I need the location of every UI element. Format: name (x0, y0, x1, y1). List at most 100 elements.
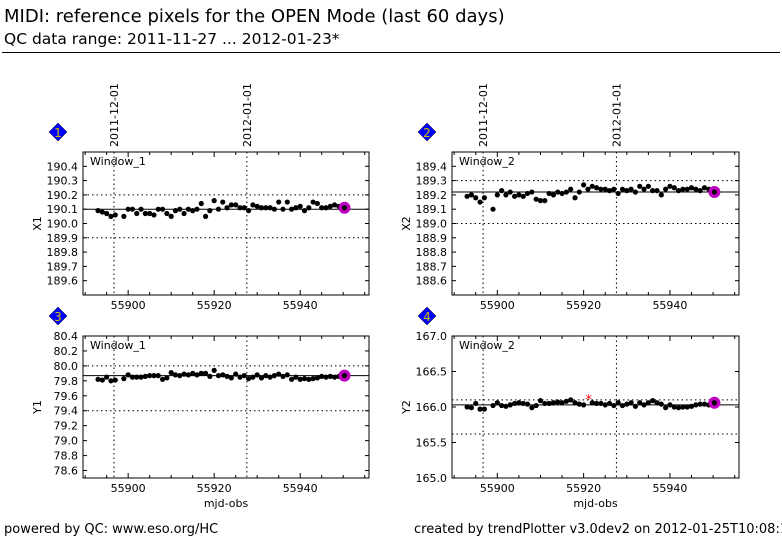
data-point (215, 373, 222, 379)
y-tick-label: 189.3 (416, 175, 448, 188)
data-point (164, 375, 170, 381)
y-axis-label: Y2 (400, 400, 413, 415)
data-point (520, 193, 526, 199)
data-point (701, 185, 708, 191)
data-point (155, 206, 161, 212)
data-point (650, 188, 656, 194)
data-point (177, 206, 183, 212)
data-point (650, 398, 656, 404)
data-point (593, 400, 600, 407)
data-point (306, 205, 312, 211)
panel-badge-icon (48, 122, 68, 142)
y-tick-label: 189.1 (416, 203, 448, 216)
data-point (675, 188, 682, 194)
data-point (194, 372, 200, 378)
data-point (533, 402, 539, 409)
data-point (654, 400, 660, 406)
data-point (95, 208, 101, 214)
y-tick-label: 165.5 (416, 437, 448, 450)
data-point (516, 192, 522, 198)
data-point (142, 373, 148, 379)
data-point (516, 400, 522, 406)
data-point (572, 400, 578, 406)
data-point (134, 374, 140, 380)
data-point (310, 199, 316, 205)
data-point (121, 376, 127, 382)
data-point (297, 376, 303, 382)
data-point (323, 374, 329, 380)
data-point (641, 402, 647, 408)
data-point (701, 401, 708, 407)
data-point (606, 188, 613, 194)
data-point (237, 205, 243, 211)
data-point (284, 199, 290, 205)
y-tick-label: 80.2 (54, 345, 79, 358)
data-point (511, 400, 518, 407)
data-point (138, 206, 144, 212)
data-point (99, 209, 105, 215)
window-label: Window_2 (459, 339, 515, 352)
y-tick-label: 80.4 (54, 330, 79, 343)
data-point (341, 373, 348, 379)
data-point (263, 205, 269, 211)
data-point (693, 402, 699, 408)
data-point (301, 208, 308, 214)
y-tick-label: 189.2 (416, 189, 448, 202)
data-point (581, 182, 587, 188)
panel-4: 4 55900 55920 55940 165.0 165.5 166.0 166.5 167.… (400, 306, 740, 510)
data-point (215, 206, 222, 212)
data-point (95, 376, 101, 382)
data-point (550, 400, 557, 406)
plot-frame (82, 151, 370, 296)
data-point (507, 402, 513, 408)
data-point (663, 186, 669, 192)
panel-badge-number: 2 (423, 126, 431, 140)
data-point (572, 195, 578, 201)
data-point (241, 205, 247, 211)
data-point (301, 376, 308, 382)
y-tick-label: 165.0 (416, 472, 448, 485)
data-point (468, 192, 475, 198)
data-point (658, 401, 664, 407)
x-axis-label: mjd-obs (573, 497, 618, 510)
data-point (125, 372, 131, 378)
panel-badge-number: 4 (423, 310, 431, 324)
data-point (241, 373, 247, 379)
panel-2: 2 2011-12-01 2012-01-01 55900 55920 55940 188.… (400, 83, 740, 312)
data-point (555, 399, 561, 405)
data-point (711, 189, 718, 195)
data-point (233, 202, 239, 208)
data-point (147, 210, 153, 217)
y-tick-label: 189.8 (47, 246, 79, 259)
data-point (267, 374, 273, 380)
data-point (507, 189, 513, 195)
data-point (104, 210, 110, 217)
data-point (202, 370, 209, 376)
data-point (520, 400, 526, 407)
data-point (280, 373, 286, 379)
y-tick-label: 188.7 (416, 260, 448, 273)
data-point (323, 205, 329, 211)
data-point (697, 401, 703, 407)
data-point (293, 205, 299, 211)
data-point (164, 210, 170, 217)
data-point (542, 198, 548, 204)
data-point (258, 205, 265, 211)
data-point (524, 190, 531, 197)
data-point (211, 198, 217, 204)
data-point (202, 213, 209, 219)
x-tick-label: 55940 (652, 299, 687, 312)
y-tick-label: 78.8 (54, 450, 79, 463)
y-tick-label: 166.5 (416, 366, 448, 379)
data-point (138, 374, 144, 380)
data-point (680, 186, 686, 192)
data-point (559, 400, 565, 406)
data-point (611, 186, 617, 192)
data-point (481, 406, 487, 412)
data-point (224, 205, 230, 211)
y-tick-label: 80.0 (54, 360, 79, 373)
data-point (151, 212, 157, 218)
y-tick-label: 188.8 (416, 246, 448, 259)
data-point (341, 205, 348, 211)
